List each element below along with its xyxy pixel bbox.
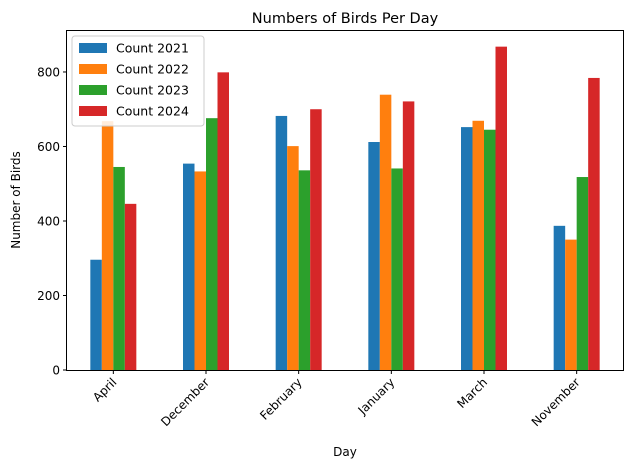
x-axis-ticks: April December February January March Novembe… <box>90 370 583 429</box>
x-tick-label-december: December <box>158 375 212 429</box>
legend: Count 2021 Count 2022 Count 2023 Count 2024 <box>71 35 205 127</box>
bar-november-series-3 <box>576 177 589 370</box>
bar-december-series-4 <box>217 72 229 370</box>
x-tick-label-april: April <box>90 375 119 404</box>
legend-label: Count 2022 <box>116 62 189 77</box>
bar-december-series-2 <box>194 171 206 370</box>
bar-january-series-2 <box>379 94 392 370</box>
y-axis-label: Number of Birds <box>9 151 23 249</box>
bar-april-series-4 <box>124 203 137 370</box>
bar-march-series-3 <box>484 129 496 370</box>
bar-february-series-4 <box>310 109 322 370</box>
bar-january-series-3 <box>391 168 403 370</box>
plot-frame <box>66 30 624 371</box>
bar-march-series-2 <box>472 120 484 370</box>
bar-february-series-1 <box>275 115 288 370</box>
y-tick-label: 600 <box>37 140 60 154</box>
bar-march-series-4 <box>495 46 507 371</box>
legend-label: Count 2024 <box>116 104 189 119</box>
y-axis-ticks: 0 200 400 600 800 <box>37 65 67 378</box>
bar-november-series-1 <box>553 225 566 370</box>
x-axis-label: Day <box>333 445 357 459</box>
legend-box <box>71 35 205 127</box>
x-tick-label-november: November <box>529 375 583 429</box>
legend-label: Count 2021 <box>116 41 189 56</box>
legend-swatch <box>79 43 107 53</box>
bar-december-series-3 <box>206 118 218 370</box>
bar-february-series-3 <box>298 170 311 370</box>
bars-group <box>90 46 600 371</box>
y-tick-label: 0 <box>52 364 60 378</box>
legend-swatch <box>79 64 107 74</box>
bar-january-series-1 <box>368 142 380 370</box>
x-tick-label-january: January <box>355 375 398 418</box>
legend-label: Count 2023 <box>116 83 189 98</box>
bar-april-series-2 <box>101 121 114 371</box>
y-tick-label: 400 <box>37 214 60 228</box>
y-tick-label: 800 <box>37 65 60 79</box>
x-tick-label-february: February <box>257 375 305 423</box>
chart-title: Numbers of Birds Per Day <box>252 11 439 27</box>
bar-march-series-1 <box>461 127 473 370</box>
bar-november-series-2 <box>565 239 577 370</box>
bar-december-series-1 <box>183 163 195 370</box>
bar-february-series-2 <box>287 146 299 370</box>
bar-april-series-3 <box>113 166 125 370</box>
bar-november-series-4 <box>588 77 600 370</box>
legend-swatch <box>79 106 107 116</box>
x-tick-label-march: March <box>454 375 490 411</box>
y-tick-label: 200 <box>37 289 60 303</box>
bar-april-series-1 <box>90 259 102 370</box>
legend-swatch <box>79 85 107 95</box>
bar-january-series-4 <box>402 101 415 370</box>
